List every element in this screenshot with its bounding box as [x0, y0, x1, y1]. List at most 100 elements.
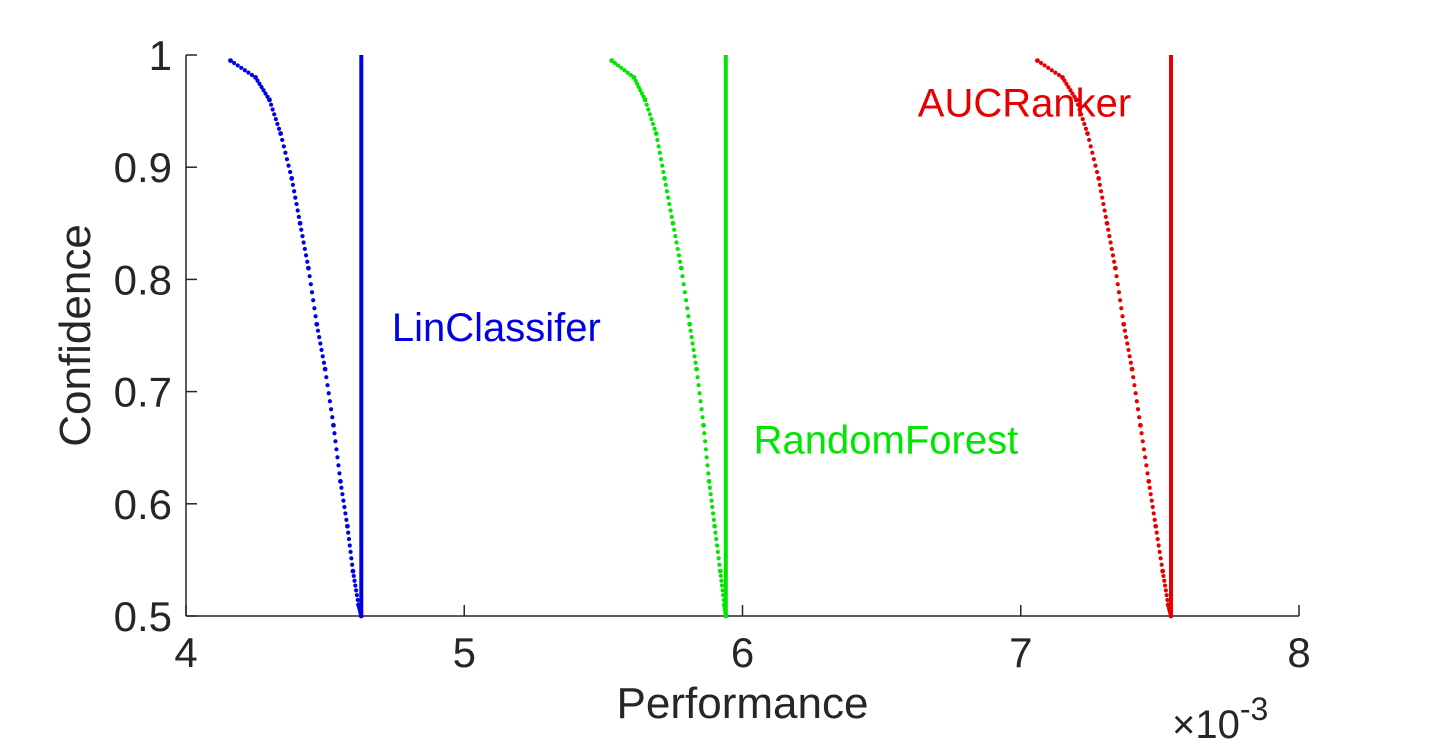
curve-dot	[1114, 274, 1119, 279]
curve-dot	[281, 144, 286, 149]
curve-dot	[612, 60, 618, 66]
curve-dot	[1097, 182, 1102, 187]
curve-dot	[715, 549, 720, 554]
curve-dot	[1102, 208, 1107, 213]
data-point	[1129, 366, 1135, 372]
curve-dot	[615, 63, 621, 68]
curve-dot	[1101, 201, 1106, 207]
data-point	[701, 422, 706, 428]
curve-dot	[669, 214, 674, 219]
curve-dot	[720, 588, 725, 593]
x-tick-label: 5	[453, 629, 476, 676]
curve-dot	[324, 375, 329, 380]
curve-dot	[349, 556, 354, 561]
curve-dot	[337, 471, 342, 476]
curve-dot	[259, 84, 264, 90]
series-aucranker: AUCRanker	[918, 55, 1174, 619]
data-point	[322, 366, 328, 372]
curve-dot	[354, 593, 360, 598]
curve-dot	[1162, 583, 1168, 588]
curve-dot	[672, 227, 677, 232]
curve-dot	[667, 201, 672, 207]
curve-dot	[320, 354, 325, 359]
data-point	[306, 265, 311, 271]
curve-dot	[657, 150, 662, 155]
curve-dot	[352, 578, 357, 583]
curve-dot	[1151, 511, 1156, 516]
data-point	[653, 131, 659, 136]
curve-dot	[270, 107, 275, 112]
curve-dot	[622, 68, 627, 73]
curve-dot	[305, 259, 310, 264]
curve-dot	[1094, 169, 1100, 175]
curve-dot	[272, 112, 277, 117]
curve-dot	[295, 208, 300, 213]
curve-dot	[1161, 573, 1166, 579]
curve-dot	[635, 81, 640, 86]
x-tick-label: 7	[1009, 629, 1032, 676]
curve-dot	[1112, 259, 1117, 264]
x-axis-title: Performance	[617, 679, 869, 728]
curve-dot	[353, 583, 358, 588]
data-point	[717, 568, 723, 574]
curve-dot	[1042, 63, 1047, 68]
curve-dot	[714, 536, 719, 542]
curve-dot	[333, 439, 338, 444]
curve-dot	[682, 290, 687, 295]
curve-dot	[1083, 126, 1089, 131]
data-point	[1104, 220, 1110, 226]
curve-dot	[325, 383, 330, 388]
data-point	[642, 97, 648, 103]
curve-dot	[286, 163, 291, 168]
curve-dot	[263, 91, 268, 96]
curve-dot	[309, 290, 315, 295]
curve-dot	[716, 556, 721, 561]
curve-dot	[1137, 415, 1142, 420]
curve-dot	[335, 455, 340, 460]
curve-dot	[1100, 195, 1105, 200]
curve-dot	[1098, 189, 1104, 194]
curve-dot	[647, 112, 652, 117]
curve-dot	[649, 117, 654, 122]
data-point	[678, 265, 684, 271]
data-point	[1112, 265, 1118, 271]
curve-dot	[711, 517, 716, 522]
curve-dot	[707, 485, 713, 490]
curve-dot	[1103, 214, 1108, 219]
data-point	[338, 478, 343, 484]
curve-dot	[628, 72, 633, 78]
curve-dot	[691, 347, 696, 353]
curve-dot	[650, 121, 656, 127]
curve-dot	[706, 471, 711, 476]
curve-dot	[1079, 112, 1084, 117]
curve-dot	[619, 65, 624, 70]
curve-dot	[717, 562, 722, 567]
curve-dot	[1038, 60, 1044, 66]
curve-dot	[1107, 234, 1112, 239]
curve-dot	[350, 562, 355, 567]
curve-dot	[700, 415, 705, 420]
curve-dot	[284, 157, 290, 162]
curve-dot	[343, 511, 348, 516]
curve-dot	[268, 102, 274, 107]
curve-dot	[692, 354, 697, 359]
x-tick-label: 6	[731, 629, 754, 676]
y-axis-title: Confidence	[51, 224, 100, 447]
data-point	[687, 321, 693, 327]
curve-dot	[1144, 463, 1149, 468]
data-point	[1168, 613, 1174, 619]
curve-dot	[708, 492, 713, 497]
data-point	[289, 176, 295, 181]
curve-dot	[680, 274, 685, 279]
x-tick-label: 4	[174, 629, 197, 676]
curve-dot	[1115, 282, 1120, 287]
curve-dot	[328, 407, 334, 412]
curve-dot	[1056, 72, 1062, 78]
curve-dot	[1109, 246, 1114, 252]
curve-dot	[690, 341, 695, 346]
curve-dot	[261, 88, 266, 93]
data-point	[1096, 176, 1102, 181]
curve-dot	[1145, 471, 1150, 476]
series-label: AUCRanker	[918, 82, 1131, 126]
